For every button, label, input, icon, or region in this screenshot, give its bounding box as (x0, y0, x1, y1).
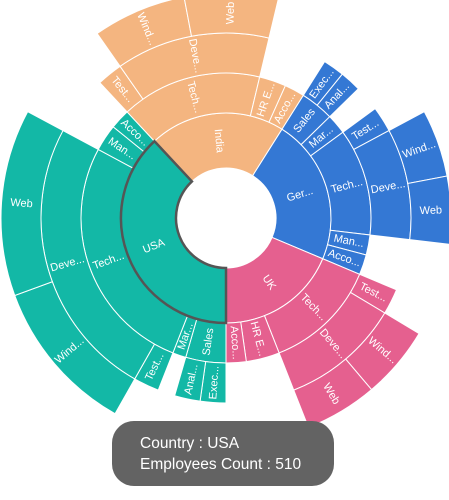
arc-country-india-technical-developers-web[interactable] (184, 0, 279, 39)
arc-country-uk-technical-developers-web[interactable] (293, 358, 373, 429)
segment-country-germany-technical-developers-web[interactable]: Web (407, 175, 449, 245)
label-country-germany-management: Man... (333, 233, 365, 250)
highlight-usa (119, 139, 228, 325)
segment-country-uk-hr-executives[interactable]: HR E... (240, 315, 280, 363)
tooltip-country: Country : USA (140, 435, 240, 452)
label-country-india-technical-developers-web: Web (225, 2, 238, 25)
label-country-uk-accounts: Acco... (228, 325, 242, 359)
segment-country-india-hr-executives[interactable]: HR E... (249, 76, 287, 123)
segment-country-usa-technical-developers-windows[interactable]: Wind... (14, 281, 136, 415)
segment-country-india[interactable]: India (153, 112, 283, 183)
segment-country-india-technical-developers-web[interactable]: Web (184, 0, 279, 39)
segment-country-uk-technical-developers-windows[interactable]: Wind... (344, 312, 420, 391)
label-country-india: India (212, 128, 226, 154)
segment-country-usa-sales-analyst[interactable]: Anal... (174, 356, 207, 402)
label-country-usa-sales: Sales (201, 327, 217, 356)
segment-country-usa-technical-testers[interactable]: Test... (134, 343, 174, 391)
arc-country-germany-technical-developers-web[interactable] (407, 175, 449, 245)
segment-country-uk-accounts[interactable]: Acco... (225, 321, 247, 364)
segment-country-germany-technical-developers-windows[interactable]: Wind... (388, 110, 448, 185)
segment-country-uk-technical-testers[interactable]: Test... (349, 273, 398, 314)
arc-country-usa-technical-developers-web[interactable] (0, 110, 64, 297)
label-country-usa-technical-developers-web: Web (10, 197, 33, 211)
segment-country-uk-technical-developers-web[interactable]: Web (293, 358, 373, 429)
segment-country-usa-technical-developers-web[interactable]: Web (0, 110, 64, 297)
segment-country-usa-accounts[interactable]: Acco... (112, 111, 156, 153)
segment-country-germany-sales[interactable]: Sales (281, 94, 331, 146)
segment-country-usa-sales-executive[interactable]: Exec... (199, 361, 227, 404)
tooltip: Country : USA Employees Count : 510 (112, 421, 334, 486)
segment-country-germany-management[interactable]: Man... (326, 229, 371, 256)
label-country-usa-sales-executive: Exec... (207, 365, 221, 399)
label-country-germany-technical-developers-web: Web (419, 204, 442, 217)
segment-country-germany-technical[interactable]: Tech... (309, 131, 372, 236)
tooltip-employees-count: Employees Count : 510 (140, 456, 302, 473)
